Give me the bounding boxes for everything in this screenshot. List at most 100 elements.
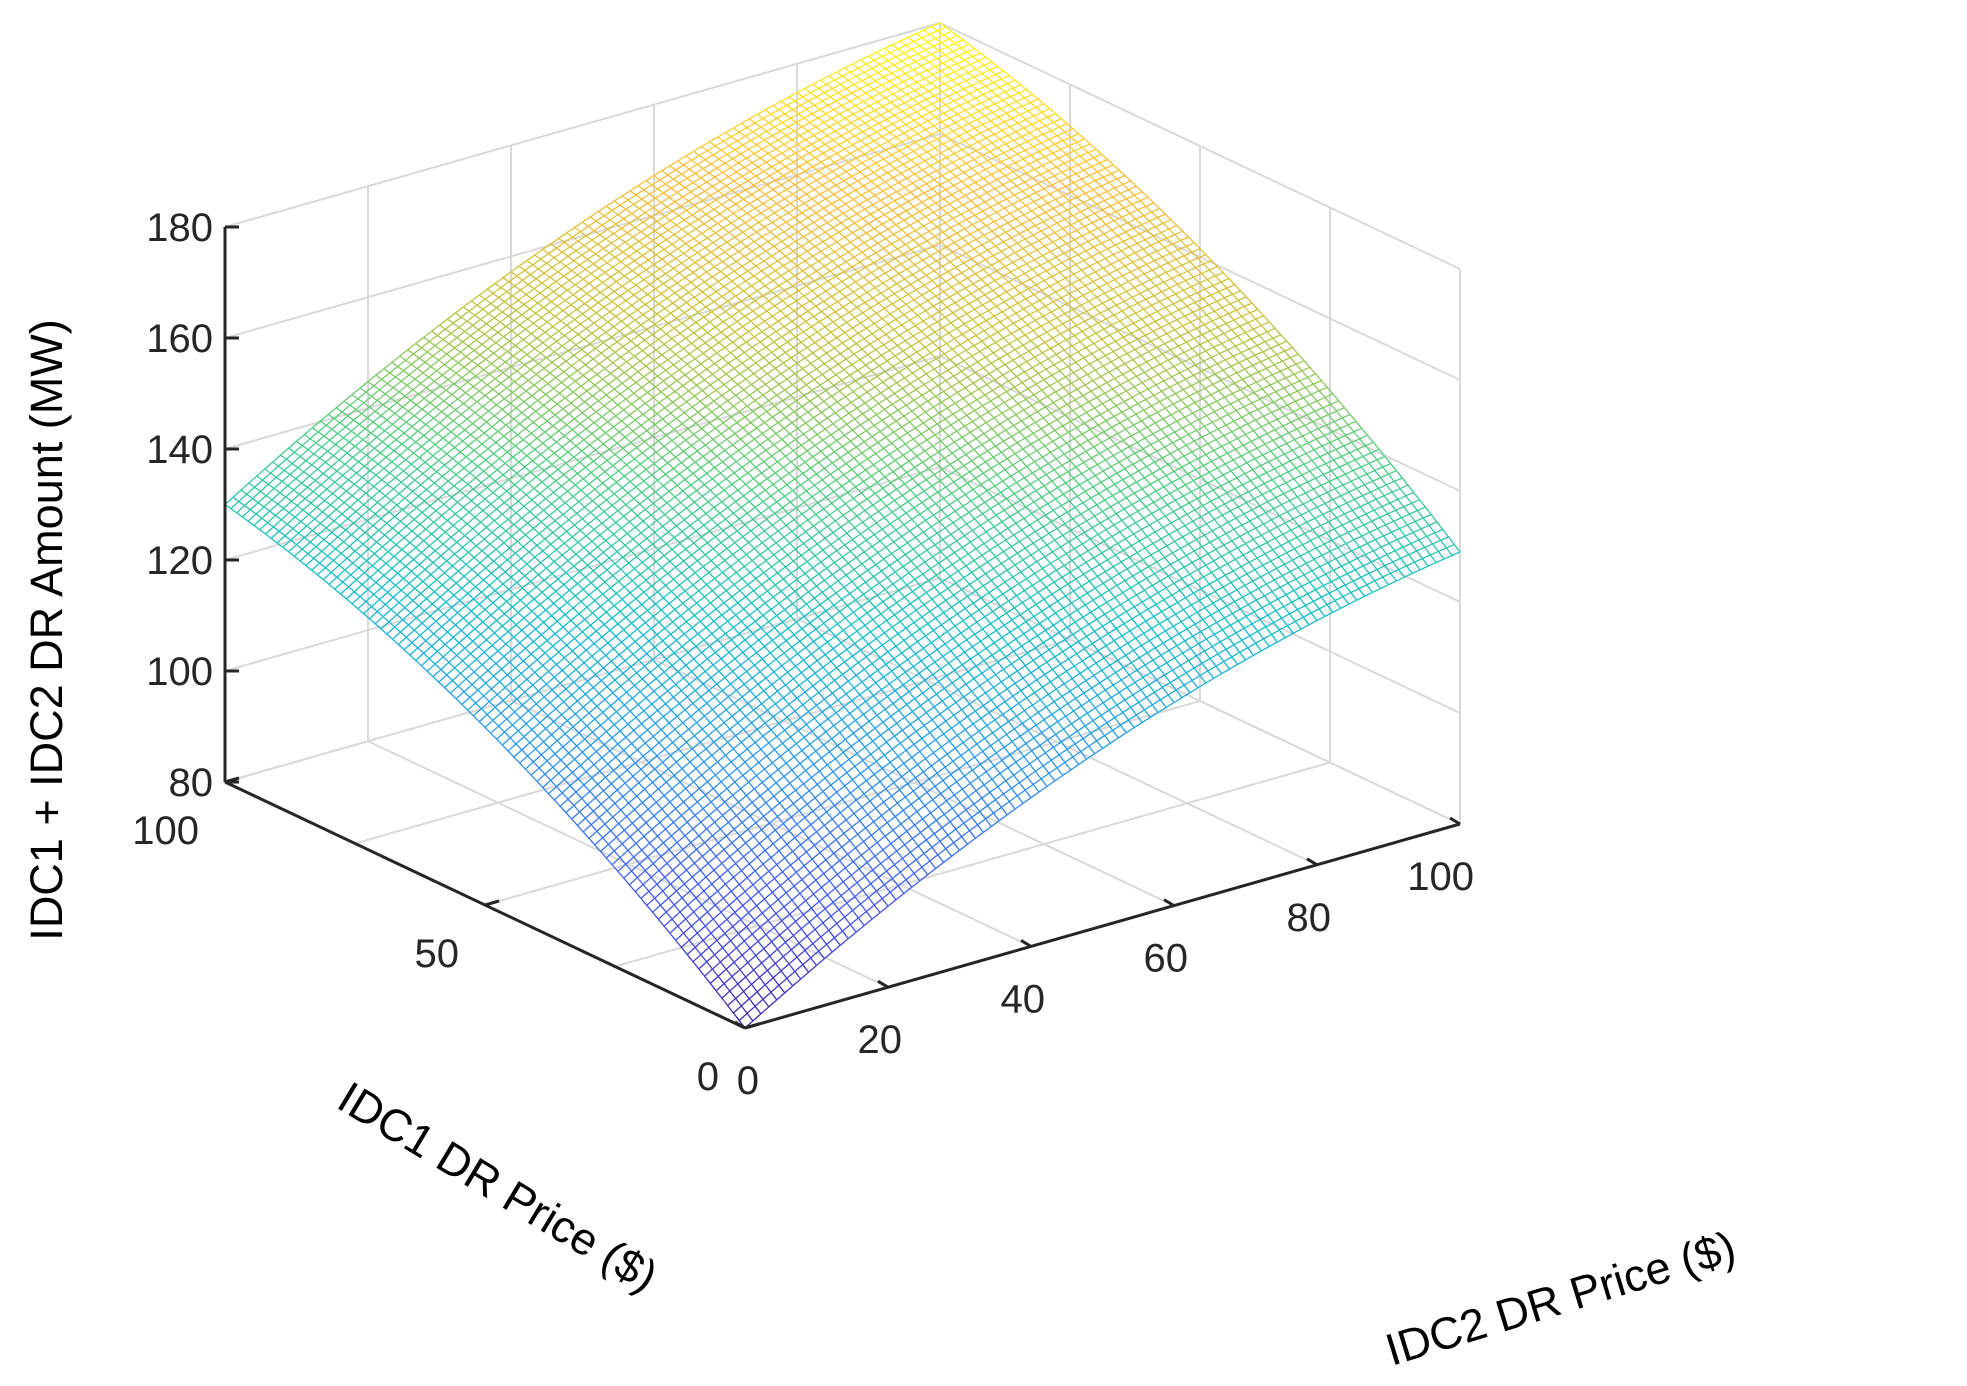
surface-mesh-segment — [825, 620, 841, 633]
surface-mesh-segment — [297, 558, 309, 568]
surface-mesh-segment — [731, 649, 747, 662]
surface-mesh-segment — [930, 801, 946, 814]
surface-mesh-segment — [816, 482, 832, 494]
surface-mesh-segment — [1086, 481, 1102, 492]
surface-mesh-segment — [686, 880, 702, 895]
surface-mesh-segment — [392, 475, 404, 485]
surface-mesh-segment — [656, 570, 672, 583]
surface-mesh-segment — [1130, 664, 1146, 675]
surface-mesh-segment — [699, 804, 711, 818]
surface-mesh-segment — [964, 730, 980, 742]
surface-mesh-segment — [1270, 605, 1286, 614]
surface-mesh-segment — [1184, 599, 1200, 610]
surface-mesh-segment — [781, 908, 797, 922]
surface-mesh-segment — [1330, 503, 1346, 512]
surface-mesh-segment — [1076, 683, 1088, 699]
surface-mesh-segment — [930, 860, 946, 873]
surface-mesh-segment — [1279, 589, 1295, 599]
surface-mesh-segment — [1241, 568, 1257, 577]
surface-mesh-segment — [765, 688, 782, 701]
surface-mesh-segment — [396, 389, 408, 399]
surface-mesh-segment — [321, 537, 333, 547]
surface-mesh-segment — [1362, 568, 1378, 578]
surface-mesh-segment — [806, 850, 823, 864]
surface-mesh-segment — [999, 695, 1012, 710]
surface-mesh-segment — [997, 504, 1013, 515]
surface-mesh-segment — [1025, 299, 1041, 309]
surface-mesh-segment — [307, 566, 320, 577]
surface-mesh-segment — [293, 476, 305, 486]
surface-mesh-segment — [803, 931, 815, 946]
surface-mesh-segment — [955, 637, 971, 649]
surface-mesh-segment — [641, 833, 653, 847]
surface-mesh-segment — [1117, 396, 1133, 406]
surface-mesh-segment — [539, 280, 551, 290]
surface-mesh-segment — [1256, 560, 1272, 570]
surface-mesh-segment — [981, 752, 997, 764]
surface-mesh-segment — [407, 567, 419, 578]
surface-mesh-segment — [545, 712, 557, 725]
surface-mesh-segment — [932, 719, 948, 731]
surface-mesh-segment — [1071, 440, 1087, 451]
surface-mesh-segment — [775, 528, 787, 540]
surface-mesh-segment — [744, 745, 756, 759]
surface-mesh-segment — [810, 945, 826, 959]
surface-mesh-segment — [792, 918, 805, 933]
surface-mesh-segment — [477, 674, 489, 686]
surface-mesh-segment — [730, 303, 742, 314]
surface-mesh-segment — [331, 545, 343, 555]
surface-mesh-segment — [484, 726, 496, 739]
surface-mesh-segment — [976, 802, 992, 815]
surface-mesh-segment — [1013, 332, 1029, 342]
surface-mesh-segment — [1045, 645, 1057, 659]
surface-mesh-segment — [526, 769, 538, 782]
surface-mesh-segment — [495, 671, 512, 686]
surface-mesh-segment — [1272, 340, 1287, 349]
surface-mesh-segment — [695, 409, 707, 421]
surface-mesh-segment — [813, 944, 825, 960]
surface-mesh-segment — [1061, 686, 1077, 697]
surface-mesh-segment — [460, 504, 472, 515]
surface-mesh-segment — [290, 512, 302, 523]
surface-mesh-segment — [415, 560, 427, 571]
surface-mesh-segment — [823, 813, 840, 826]
surface-mesh-segment — [567, 610, 583, 624]
surface-mesh-segment — [1002, 320, 1018, 331]
surface-mesh-segment — [1023, 459, 1039, 469]
surface-mesh-segment — [1102, 269, 1118, 278]
surface-mesh-segment — [420, 593, 432, 604]
surface-mesh-segment — [303, 484, 315, 494]
surface-mesh-segment — [735, 972, 751, 986]
surface-mesh-segment — [1080, 525, 1096, 535]
surface-mesh-segment — [895, 701, 911, 714]
surface-mesh-segment — [1150, 609, 1166, 619]
surface-mesh-segment — [678, 260, 690, 271]
surface-mesh-segment — [1044, 664, 1060, 676]
surface-mesh-segment — [1305, 597, 1321, 607]
surface-mesh-segment — [565, 796, 577, 809]
surface-mesh-segment — [1100, 523, 1116, 534]
surface-mesh-segment — [356, 472, 368, 482]
surface-mesh-segment — [820, 614, 836, 627]
surface-mesh-segment — [635, 369, 647, 380]
surface-mesh-segment — [507, 303, 519, 313]
surface-mesh-segment — [441, 556, 453, 567]
surface-mesh-segment — [488, 397, 500, 408]
surface-mesh-segment — [1110, 721, 1126, 732]
surface-mesh-segment — [732, 877, 748, 891]
surface-mesh-segment — [732, 655, 744, 669]
surface-mesh-segment — [1138, 594, 1154, 605]
surface-mesh-segment — [812, 741, 828, 755]
surface-mesh-segment — [824, 933, 840, 947]
surface-mesh-segment — [995, 686, 1011, 698]
surface-mesh-segment — [779, 885, 792, 900]
surface-mesh-segment — [918, 845, 934, 858]
surface-mesh-segment — [711, 900, 723, 915]
surface-mesh-segment — [702, 974, 715, 989]
surface-mesh-segment — [1113, 281, 1129, 290]
surface-mesh-segment — [499, 357, 511, 367]
surface-mesh-segment — [732, 860, 745, 874]
surface-mesh-segment — [1038, 712, 1054, 724]
surface-mesh-segment — [1218, 539, 1234, 549]
surface-mesh-segment — [1026, 589, 1042, 601]
